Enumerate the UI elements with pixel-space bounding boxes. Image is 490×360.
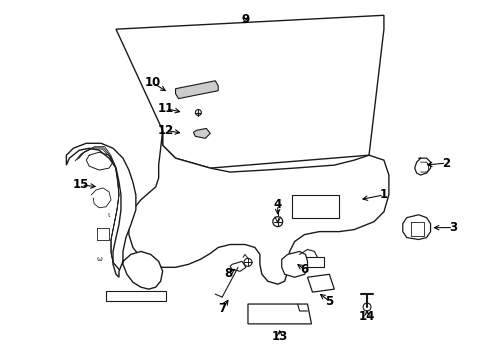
Polygon shape xyxy=(290,257,324,267)
Polygon shape xyxy=(66,143,163,289)
Polygon shape xyxy=(292,195,339,218)
Polygon shape xyxy=(194,129,210,138)
Polygon shape xyxy=(175,81,218,99)
Text: 12: 12 xyxy=(157,124,174,137)
Text: ω: ω xyxy=(96,256,102,262)
Text: 10: 10 xyxy=(145,76,161,89)
Text: 9: 9 xyxy=(241,13,249,26)
Text: 5: 5 xyxy=(325,294,334,307)
Text: 14: 14 xyxy=(359,310,375,323)
Text: 2: 2 xyxy=(442,157,450,170)
Text: 15: 15 xyxy=(73,179,90,192)
Text: 3: 3 xyxy=(449,221,458,234)
Text: 6: 6 xyxy=(300,263,309,276)
Polygon shape xyxy=(248,304,312,324)
Polygon shape xyxy=(129,130,389,284)
Polygon shape xyxy=(308,274,334,292)
Text: 4: 4 xyxy=(273,198,282,211)
Text: 13: 13 xyxy=(271,330,288,343)
Text: 7: 7 xyxy=(218,302,226,315)
Text: 8: 8 xyxy=(224,267,232,280)
Text: 11: 11 xyxy=(157,102,174,115)
Polygon shape xyxy=(230,261,246,271)
Polygon shape xyxy=(116,15,384,168)
Text: 1: 1 xyxy=(380,188,388,201)
Polygon shape xyxy=(282,251,308,277)
Polygon shape xyxy=(106,291,166,301)
Polygon shape xyxy=(403,215,431,239)
Text: ι: ι xyxy=(108,212,110,218)
